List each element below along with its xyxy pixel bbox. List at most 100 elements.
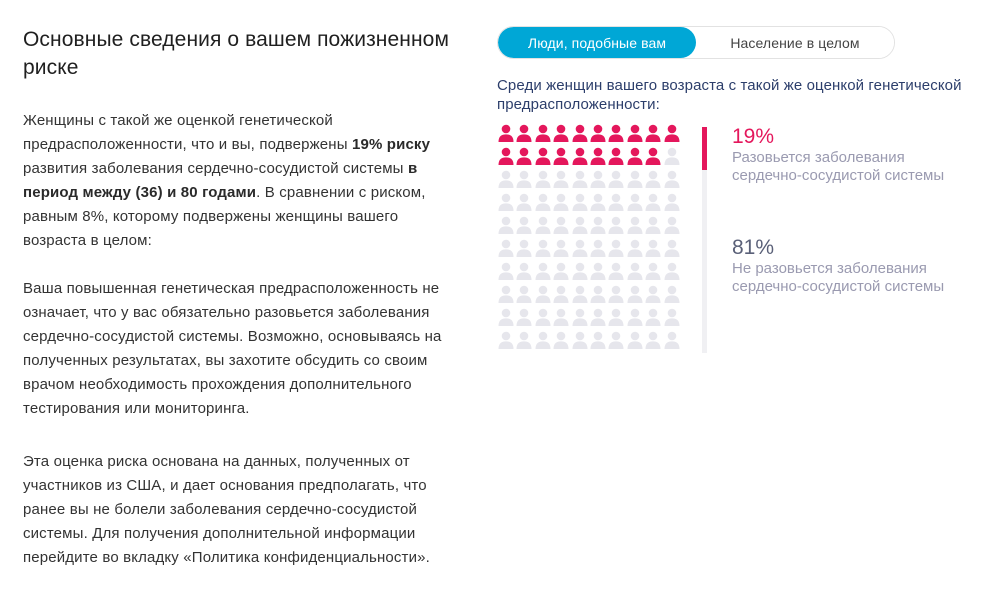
person-icon-unaffected: [626, 216, 644, 236]
person-icon-affected: [626, 124, 644, 144]
risk-text-a: Женщины с такой же оценкой генетической …: [23, 112, 352, 153]
person-icon-unaffected: [497, 331, 515, 351]
person-icon-unaffected: [552, 193, 570, 213]
person-icon-affected: [552, 147, 570, 167]
unaffected-label: Не разовьется заболевания сердечно-сосуд…: [732, 260, 945, 295]
person-icon-unaffected: [589, 262, 607, 282]
person-icon-unaffected: [515, 216, 533, 236]
person-icon-unaffected: [552, 262, 570, 282]
person-icon-unaffected: [607, 308, 625, 328]
person-icon-unaffected: [644, 262, 662, 282]
person-icon-affected: [497, 147, 515, 167]
person-icon-affected: [607, 147, 625, 167]
person-icon-unaffected: [626, 262, 644, 282]
person-icon-unaffected: [497, 308, 515, 328]
tab-general-population[interactable]: Население в целом: [696, 27, 894, 58]
people-pictogram: [497, 124, 687, 354]
person-icon-unaffected: [571, 170, 589, 190]
person-icon-unaffected: [534, 216, 552, 236]
person-icon-unaffected: [534, 193, 552, 213]
person-icon-unaffected: [571, 308, 589, 328]
person-icon-unaffected: [644, 331, 662, 351]
person-icon-unaffected: [663, 193, 681, 213]
affected-stat: 19% Разовьется заболевания сердечно-сосу…: [732, 125, 952, 185]
person-icon-unaffected: [644, 308, 662, 328]
person-icon-unaffected: [607, 262, 625, 282]
person-icon-unaffected: [589, 216, 607, 236]
person-icon-unaffected: [663, 331, 681, 351]
person-icon-unaffected: [571, 239, 589, 259]
unaffected-percent: 81%: [732, 236, 775, 259]
person-icon-unaffected: [644, 239, 662, 259]
person-icon-unaffected: [589, 239, 607, 259]
person-icon-unaffected: [626, 170, 644, 190]
person-icon-affected: [515, 147, 533, 167]
person-icon-unaffected: [607, 216, 625, 236]
person-icon-affected: [607, 124, 625, 144]
person-icon-affected: [571, 147, 589, 167]
person-icon-affected: [589, 147, 607, 167]
person-icon-unaffected: [497, 262, 515, 282]
person-icon-unaffected: [552, 308, 570, 328]
risk-bar-track: [702, 127, 707, 353]
person-icon-unaffected: [534, 331, 552, 351]
risk-paragraph: Женщины с такой же оценкой генетической …: [23, 109, 451, 253]
person-icon-unaffected: [644, 170, 662, 190]
person-icon-unaffected: [552, 239, 570, 259]
person-icon-unaffected: [663, 170, 681, 190]
person-icon-unaffected: [515, 285, 533, 305]
person-icon-affected: [663, 124, 681, 144]
person-icon-unaffected: [589, 285, 607, 305]
person-icon-affected: [497, 124, 515, 144]
affected-percent: 19%: [732, 125, 775, 148]
person-icon-unaffected: [552, 331, 570, 351]
data-source-paragraph: Эта оценка риска основана на данных, пол…: [23, 453, 430, 566]
person-icon-affected: [571, 124, 589, 144]
person-icon-unaffected: [515, 331, 533, 351]
person-icon-affected: [534, 124, 552, 144]
page-title: Основные сведения о вашем пожизненном ри…: [23, 28, 449, 79]
population-toggle: Люди, подобные вам Население в целом: [497, 26, 895, 59]
person-icon-unaffected: [589, 331, 607, 351]
person-icon-unaffected: [534, 262, 552, 282]
person-icon-unaffected: [515, 170, 533, 190]
person-icon-unaffected: [663, 285, 681, 305]
unaffected-stat: 81% Не разовьется заболевания сердечно-с…: [732, 236, 952, 296]
person-icon-unaffected: [571, 262, 589, 282]
person-icon-unaffected: [644, 285, 662, 305]
person-icon-unaffected: [626, 285, 644, 305]
tab-people-like-you[interactable]: Люди, подобные вам: [498, 27, 696, 58]
person-icon-unaffected: [644, 193, 662, 213]
person-icon-unaffected: [626, 239, 644, 259]
age-range-bold: в период между (36) и 80 годами: [23, 160, 418, 201]
person-icon-unaffected: [571, 285, 589, 305]
risk-text-b: развития заболевания сердечно-сосудистой…: [23, 160, 408, 177]
person-icon-affected: [552, 124, 570, 144]
person-icon-unaffected: [497, 285, 515, 305]
person-icon-unaffected: [607, 239, 625, 259]
pictogram-subtitle: Среди женщин вашего возраста с такой же …: [497, 77, 962, 113]
person-icon-unaffected: [626, 308, 644, 328]
person-icon-unaffected: [515, 239, 533, 259]
person-icon-unaffected: [534, 308, 552, 328]
person-icon-unaffected: [515, 193, 533, 213]
risk-text-c: . В сравнении с риском, равным 8%, котор…: [23, 184, 426, 249]
person-icon-unaffected: [515, 262, 533, 282]
person-icon-affected: [589, 124, 607, 144]
person-icon-affected: [515, 124, 533, 144]
person-icon-unaffected: [663, 216, 681, 236]
person-icon-unaffected: [589, 193, 607, 213]
person-icon-unaffected: [497, 239, 515, 259]
person-icon-unaffected: [534, 239, 552, 259]
person-icon-unaffected: [497, 193, 515, 213]
person-icon-unaffected: [497, 170, 515, 190]
person-icon-affected: [644, 147, 662, 167]
person-icon-unaffected: [515, 308, 533, 328]
person-icon-unaffected: [644, 216, 662, 236]
person-icon-unaffected: [607, 331, 625, 351]
comparison-panel: Люди, подобные вам Население в целом Сре…: [497, 26, 992, 114]
person-icon-unaffected: [663, 262, 681, 282]
risk-summary-panel: Основные сведения о вашем пожизненном ри…: [23, 26, 451, 570]
person-icon-unaffected: [552, 216, 570, 236]
person-icon-unaffected: [663, 147, 681, 167]
